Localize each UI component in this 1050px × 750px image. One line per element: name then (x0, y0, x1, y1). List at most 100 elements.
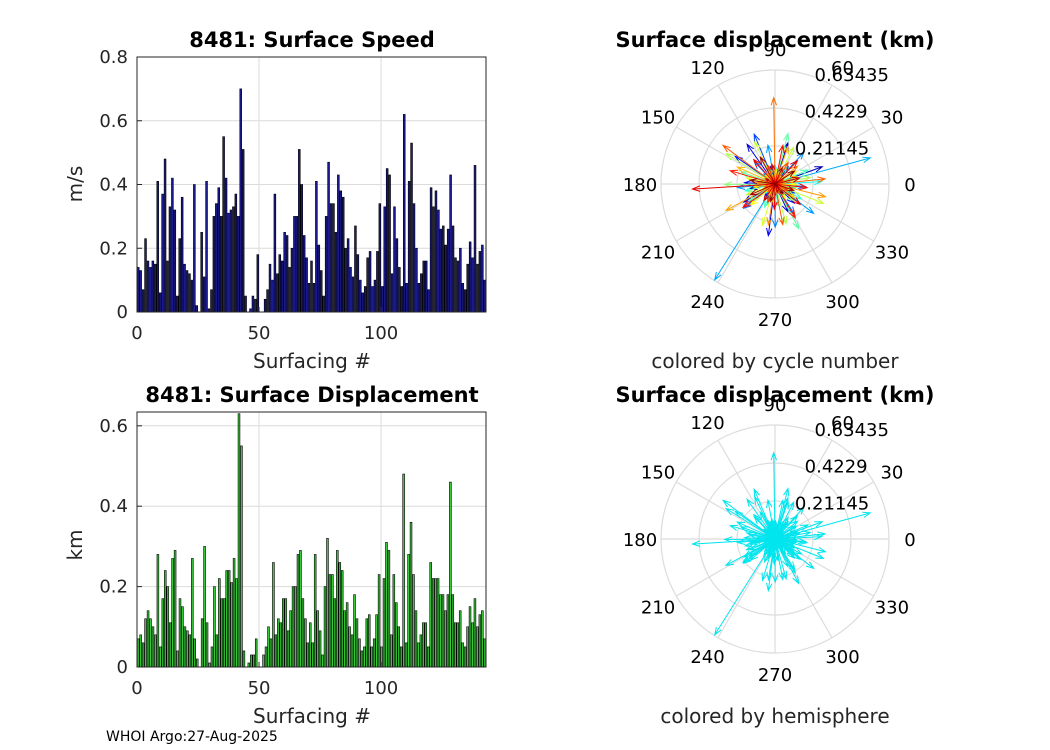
bar (168, 206, 172, 313)
bar (310, 260, 313, 313)
bar (471, 257, 474, 313)
bar (227, 212, 230, 313)
bar (168, 622, 172, 668)
bar (481, 610, 484, 668)
speed-chart-xlabel: Surfacing # (253, 349, 371, 373)
bar (476, 626, 479, 668)
displacement-arrow (721, 499, 776, 540)
bar (220, 598, 224, 668)
bar (398, 267, 401, 313)
bar (407, 554, 410, 668)
bar (151, 626, 155, 668)
bar (456, 260, 460, 313)
bar (344, 247, 347, 313)
bar (320, 270, 323, 313)
speed-chart-ylabel: m/s (63, 166, 87, 203)
speed-chart-title: 8481: Surface Speed (189, 28, 435, 52)
bar (285, 235, 289, 313)
bar (399, 646, 403, 668)
bar (392, 574, 396, 668)
radial-tick-label: 0.21145 (795, 138, 869, 159)
displacement-arrow (774, 183, 797, 220)
bar (181, 606, 184, 668)
bar (218, 578, 221, 668)
bar (299, 550, 302, 668)
bar (237, 216, 240, 313)
bar (463, 646, 467, 668)
bar (161, 598, 165, 668)
bar (410, 142, 413, 313)
bar (232, 558, 236, 668)
displacement-arrow (774, 516, 789, 540)
bar (263, 298, 267, 313)
bar (377, 574, 381, 668)
bar (254, 638, 258, 668)
bar (149, 618, 152, 668)
y-tick-label: 0.2 (99, 577, 128, 598)
angle-tick-label: 120 (690, 413, 724, 434)
bar (483, 279, 487, 313)
bar (223, 598, 226, 668)
bar (235, 578, 238, 668)
bar (444, 610, 447, 668)
bar (136, 267, 140, 313)
axes-frame (136, 411, 487, 668)
bar (156, 554, 160, 668)
displacement-arrow (691, 538, 776, 547)
bar (481, 244, 484, 313)
bar (159, 646, 162, 668)
bar (136, 638, 140, 668)
angle-tick-label: 30 (880, 108, 903, 129)
bar (241, 149, 245, 313)
bar (213, 586, 216, 668)
displacement-arrow (774, 511, 872, 540)
bar (422, 622, 425, 668)
bar (346, 238, 350, 313)
bar (332, 203, 335, 313)
bar (464, 289, 467, 313)
angle-tick-label: 270 (758, 665, 792, 686)
displacement-arrow (774, 538, 784, 550)
bar (349, 267, 352, 313)
bar (355, 618, 359, 668)
bar (295, 216, 299, 313)
bar (312, 283, 316, 313)
bar (252, 654, 255, 668)
displacement-arrow (764, 533, 776, 540)
bar (365, 618, 369, 668)
x-tick-label: 50 (248, 678, 271, 699)
bar (158, 292, 162, 313)
displacement-arrow (724, 538, 776, 567)
x-tick-label: 100 (364, 678, 398, 699)
bar (163, 158, 167, 313)
bar (337, 174, 340, 313)
angle-tick-label: 60 (831, 413, 854, 434)
bar (324, 216, 328, 313)
bar (358, 638, 361, 668)
displacement-arrow (763, 183, 776, 202)
bar (343, 610, 346, 668)
bar (234, 193, 238, 313)
bar (434, 190, 438, 313)
bar (395, 238, 399, 313)
bar (439, 228, 443, 313)
bar (195, 305, 199, 313)
bar (149, 267, 152, 313)
displacement-arrow (741, 183, 776, 209)
bar (191, 558, 194, 668)
y-tick-label: 0.4 (99, 175, 128, 196)
angle-tick-label: 330 (875, 598, 909, 619)
displacement-arrow (774, 538, 779, 549)
bar (161, 193, 164, 313)
bar (340, 570, 344, 668)
bar (166, 586, 169, 668)
bar (382, 578, 386, 668)
bar (454, 622, 457, 668)
bar (385, 542, 388, 668)
bar (278, 254, 282, 313)
bar (176, 650, 179, 668)
bar (224, 177, 228, 313)
bar (373, 279, 377, 313)
bar (444, 244, 447, 313)
